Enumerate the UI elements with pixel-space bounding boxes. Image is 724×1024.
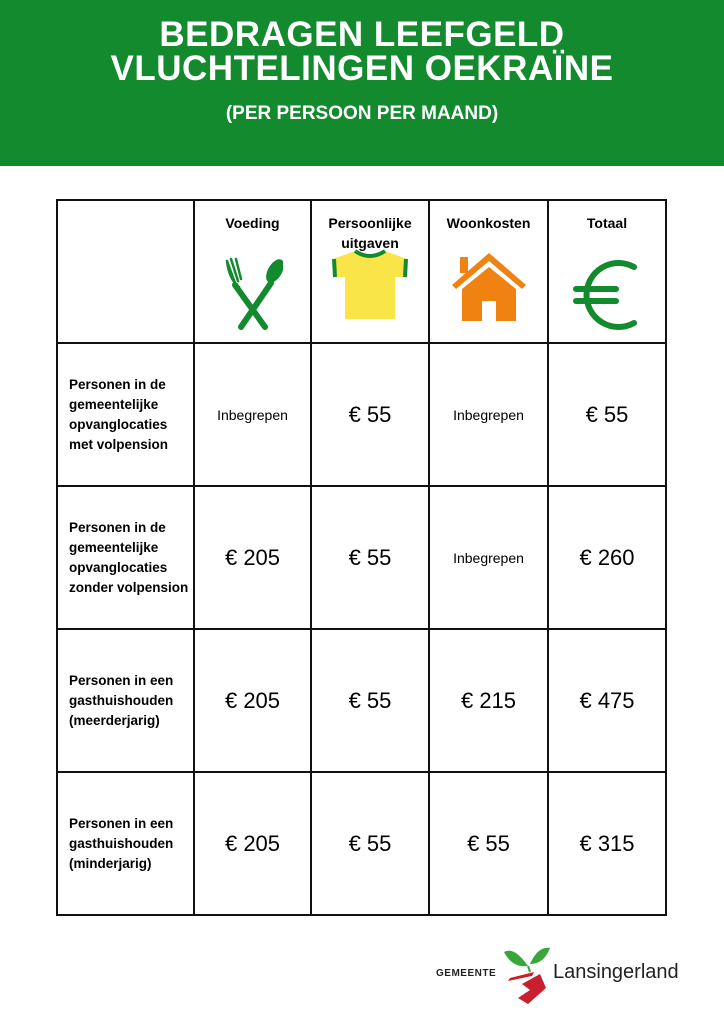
cell-voeding: Inbegrepen: [193, 342, 312, 487]
row-label: Personen in de gemeentelijke opvanglocat…: [56, 485, 195, 630]
table-row: Personen in de gemeentelijke opvanglocat…: [56, 485, 667, 630]
column-label: Woonkosten: [446, 215, 531, 231]
cell-persoonlijke-uitgaven: € 55: [310, 342, 430, 487]
cell-persoonlijke-uitgaven: € 55: [310, 628, 430, 773]
row-label: Personen in een gasthuishouden (minderja…: [56, 771, 195, 916]
table-row: Personen in een gasthuishouden (minderja…: [56, 771, 667, 916]
fork-spoon-icon: [225, 257, 283, 330]
column-header: Voeding: [193, 199, 312, 344]
cell-totaal: € 315: [547, 771, 667, 916]
logo-mark-icon: [504, 947, 550, 1004]
column-label: Voeding: [225, 215, 280, 231]
cell-voeding: € 205: [193, 485, 312, 630]
allowance-table: Voeding Persoonlijke uitgaven Woonkosten: [56, 199, 667, 916]
cell-totaal: € 55: [547, 342, 667, 487]
cell-persoonlijke-uitgaven: € 55: [310, 485, 430, 630]
table-row: Personen in de gemeentelijke opvanglocat…: [56, 342, 667, 487]
house-icon: [451, 253, 526, 321]
cell-woonkosten: Inbegrepen: [428, 485, 549, 630]
cell-voeding: € 205: [193, 771, 312, 916]
logo-prefix: GEMEENTE: [436, 968, 497, 979]
empty-corner-cell: [56, 199, 195, 344]
column-label: Persoonlijke uitgaven: [328, 215, 412, 251]
table-row: Personen in een gasthuishouden (meerderj…: [56, 628, 667, 773]
page-subtitle: (PER PERSOON PER MAAND): [225, 103, 499, 124]
title-line-2: VLUCHTELINGEN OEKRAÏNE: [110, 49, 614, 88]
cell-voeding: € 205: [193, 628, 312, 773]
column-header: Totaal: [547, 199, 667, 344]
logo-name: Lansingerland: [553, 961, 679, 983]
euro-icon: [573, 260, 637, 330]
cell-persoonlijke-uitgaven: € 55: [310, 771, 430, 916]
cell-totaal: € 260: [547, 485, 667, 630]
table-header-row: Voeding Persoonlijke uitgaven Woonkosten: [56, 199, 667, 344]
row-label: Personen in de gemeentelijke opvanglocat…: [56, 342, 195, 487]
gemeente-lansingerland-logo: GEMEENTE Lansingerland: [436, 944, 679, 1006]
page-title: BEDRAGEN LEEFGELD VLUCHTELINGEN OEKRAÏNE: [0, 15, 724, 88]
header-banner: BEDRAGEN LEEFGELD VLUCHTELINGEN OEKRAÏNE…: [0, 0, 724, 166]
title-line-1: BEDRAGEN LEEFGELD: [159, 15, 565, 54]
cell-totaal: € 475: [547, 628, 667, 773]
cell-woonkosten: € 215: [428, 628, 549, 773]
column-label: Totaal: [586, 215, 628, 231]
column-header: Woonkosten: [428, 199, 549, 344]
cell-woonkosten: Inbegrepen: [428, 342, 549, 487]
tshirt-icon: [332, 249, 408, 319]
row-label: Personen in een gasthuishouden (meerderj…: [56, 628, 195, 773]
column-header: Persoonlijke uitgaven: [310, 199, 430, 344]
cell-woonkosten: € 55: [428, 771, 549, 916]
